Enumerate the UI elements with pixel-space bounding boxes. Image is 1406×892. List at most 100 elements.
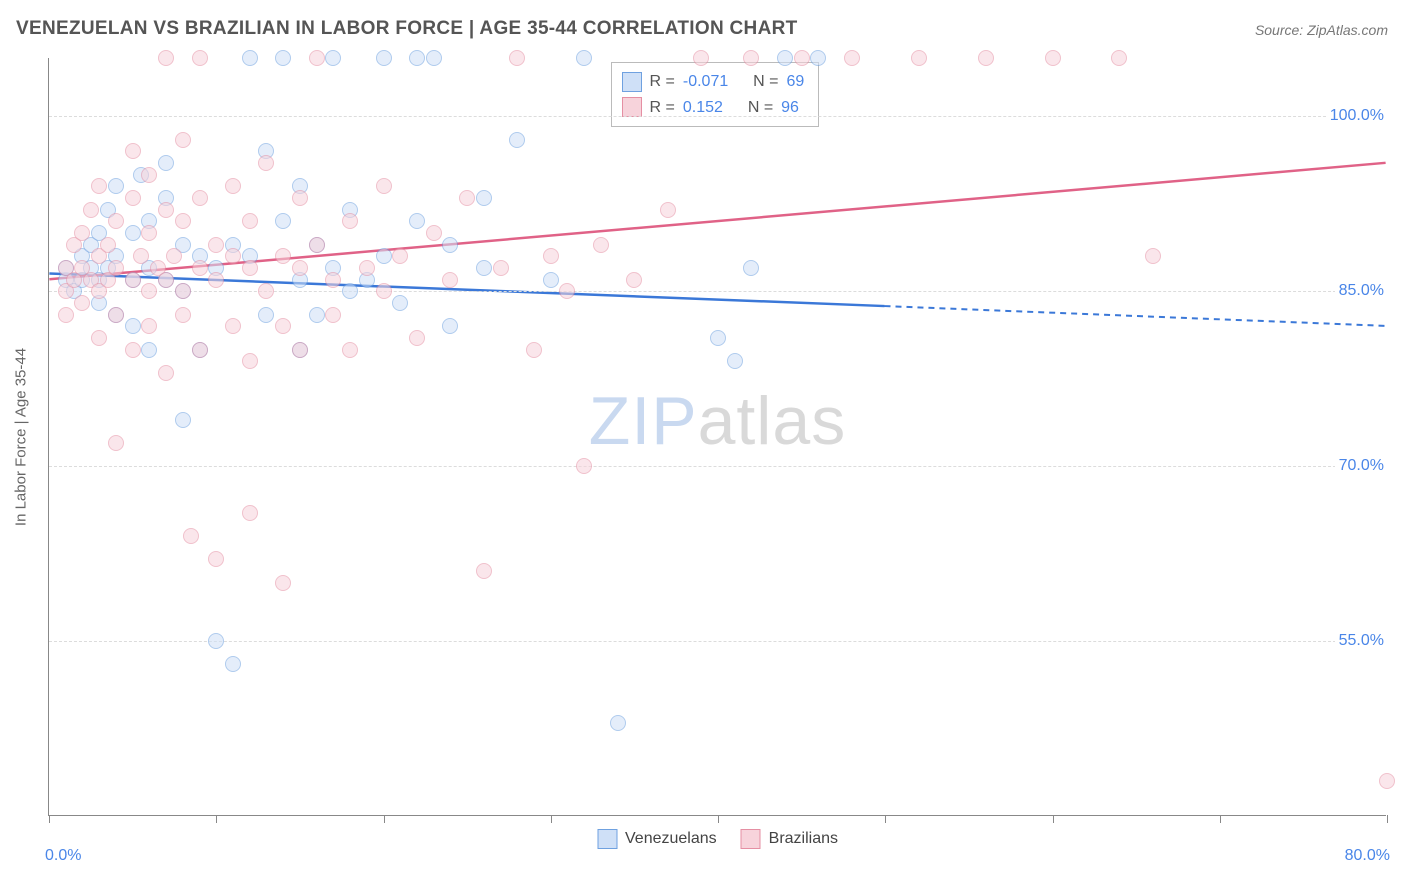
data-point (309, 307, 325, 323)
data-point (141, 167, 157, 183)
data-point (576, 50, 592, 66)
data-point (576, 458, 592, 474)
data-point (175, 412, 191, 428)
gridline (49, 641, 1386, 642)
data-point (526, 342, 542, 358)
data-point (476, 563, 492, 579)
data-point (108, 178, 124, 194)
data-point (258, 283, 274, 299)
watermark: ZIPatlas (589, 382, 846, 460)
data-point (376, 50, 392, 66)
x-tick (551, 815, 552, 823)
data-point (1111, 50, 1127, 66)
data-point (275, 575, 291, 591)
data-point (727, 353, 743, 369)
data-point (844, 50, 860, 66)
data-point (1045, 50, 1061, 66)
data-point (158, 272, 174, 288)
data-point (175, 307, 191, 323)
data-point (141, 225, 157, 241)
data-point (242, 260, 258, 276)
y-axis-label: In Labor Force | Age 35-44 (13, 347, 30, 525)
data-point (208, 272, 224, 288)
data-point (409, 50, 425, 66)
data-point (743, 260, 759, 276)
data-point (275, 213, 291, 229)
data-point (426, 50, 442, 66)
stats-legend: R = -0.071 N = 69 R = 0.152 N = 96 (611, 62, 820, 127)
x-tick (384, 815, 385, 823)
data-point (225, 178, 241, 194)
data-point (175, 283, 191, 299)
data-point (83, 202, 99, 218)
data-point (258, 155, 274, 171)
data-point (442, 318, 458, 334)
gridline (49, 116, 1386, 117)
x-tick (1220, 815, 1221, 823)
data-point (309, 237, 325, 253)
data-point (175, 213, 191, 229)
data-point (125, 143, 141, 159)
data-point (91, 178, 107, 194)
x-tick (216, 815, 217, 823)
data-point (141, 283, 157, 299)
data-point (125, 190, 141, 206)
data-point (158, 202, 174, 218)
data-point (242, 213, 258, 229)
data-point (158, 50, 174, 66)
data-point (192, 50, 208, 66)
legend-label-1: Venezuelans (625, 830, 717, 848)
data-point (208, 551, 224, 567)
data-point (325, 50, 341, 66)
x-max-label: 80.0% (1345, 847, 1390, 865)
data-point (108, 435, 124, 451)
data-point (325, 272, 341, 288)
data-point (108, 307, 124, 323)
data-point (693, 50, 709, 66)
data-point (74, 225, 90, 241)
source-label: Source: ZipAtlas.com (1255, 22, 1388, 38)
data-point (359, 260, 375, 276)
x-tick (718, 815, 719, 823)
data-point (476, 190, 492, 206)
data-point (493, 260, 509, 276)
data-point (158, 155, 174, 171)
data-point (292, 190, 308, 206)
data-point (710, 330, 726, 346)
gridline (49, 291, 1386, 292)
data-point (225, 318, 241, 334)
data-point (509, 50, 525, 66)
data-point (125, 318, 141, 334)
data-point (543, 272, 559, 288)
data-point (292, 342, 308, 358)
data-point (192, 260, 208, 276)
data-point (58, 307, 74, 323)
data-point (610, 715, 626, 731)
data-point (192, 342, 208, 358)
data-point (392, 295, 408, 311)
data-point (242, 353, 258, 369)
series-legend: Venezuelans Brazilians (597, 829, 838, 849)
x-tick (1053, 815, 1054, 823)
legend-item-1: Venezuelans (597, 829, 717, 849)
data-point (175, 132, 191, 148)
data-point (392, 248, 408, 264)
data-point (978, 50, 994, 66)
data-point (125, 342, 141, 358)
data-point (1145, 248, 1161, 264)
data-point (376, 248, 392, 264)
data-point (342, 342, 358, 358)
data-point (242, 50, 258, 66)
data-point (125, 272, 141, 288)
data-point (208, 237, 224, 253)
data-point (133, 248, 149, 264)
n-value-1: 69 (786, 69, 804, 95)
data-point (376, 178, 392, 194)
chart-title: VENEZUELAN VS BRAZILIAN IN LABOR FORCE |… (16, 18, 798, 40)
data-point (275, 318, 291, 334)
data-point (476, 260, 492, 276)
legend-swatch-bottom-1 (597, 829, 617, 849)
data-point (376, 283, 392, 299)
data-point (208, 633, 224, 649)
data-point (810, 50, 826, 66)
